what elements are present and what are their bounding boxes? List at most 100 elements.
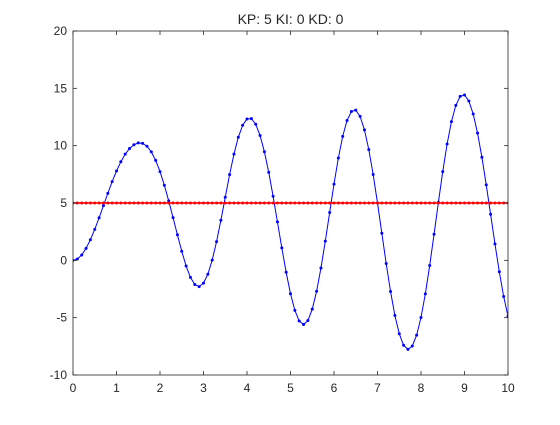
series-1-point xyxy=(354,108,358,112)
series-1-point xyxy=(110,180,114,184)
series-1-point xyxy=(497,270,501,274)
series-1-point xyxy=(258,133,262,137)
series-1-point xyxy=(463,93,466,97)
series-1-point xyxy=(80,253,84,257)
series-2-point xyxy=(315,201,319,205)
series-2-point xyxy=(410,201,414,205)
series-1-point xyxy=(428,263,432,267)
series-2-point xyxy=(415,201,419,205)
series-2-point xyxy=(323,201,327,205)
series-1-point xyxy=(262,150,266,154)
x-tick-label: 3 xyxy=(200,381,207,395)
series-2-point xyxy=(249,201,253,205)
series-1-point xyxy=(149,150,153,154)
series-1-point xyxy=(162,183,166,187)
series-2-point xyxy=(154,201,158,205)
series-1-point xyxy=(115,169,118,173)
series-2-point xyxy=(219,201,223,205)
series-1-point xyxy=(193,283,197,287)
series-1-point xyxy=(458,94,462,98)
series-2-point xyxy=(384,201,388,205)
series-1-point xyxy=(171,216,175,220)
series-2-point xyxy=(206,201,210,205)
series-2-point xyxy=(175,201,179,205)
series-2-point xyxy=(367,201,371,205)
y-tick-label: -10 xyxy=(50,368,68,382)
series-1-point xyxy=(454,103,458,107)
series-2-point xyxy=(275,201,279,205)
series-1-point xyxy=(180,249,184,253)
series-2-point xyxy=(101,201,105,205)
series-2-point xyxy=(202,201,205,205)
series-1-point xyxy=(93,227,97,231)
series-2-point xyxy=(254,201,258,205)
series-1-point xyxy=(358,114,362,118)
series-2-point xyxy=(319,201,323,205)
x-tick-label: 10 xyxy=(501,381,515,395)
series-2-point xyxy=(88,201,92,205)
series-2-point xyxy=(336,201,340,205)
series-1-point xyxy=(419,315,423,319)
series-1-point xyxy=(275,220,279,224)
series-1-point xyxy=(271,194,275,198)
y-tick-label: 20 xyxy=(54,24,68,38)
series-2-point xyxy=(406,201,410,205)
series-1-point xyxy=(362,128,366,132)
y-tick-label: 10 xyxy=(54,139,68,153)
series-2-point xyxy=(271,201,275,205)
y-tick-label: 0 xyxy=(60,253,67,267)
series-2-point xyxy=(184,201,188,205)
series-1-point xyxy=(280,246,284,250)
series-1-point xyxy=(184,264,188,268)
series-1-point xyxy=(145,144,149,148)
series-2-point xyxy=(362,201,366,205)
series-1-point xyxy=(75,257,79,261)
series-1-point xyxy=(502,294,506,298)
series-1-point xyxy=(423,292,427,296)
series-2-point xyxy=(297,201,301,205)
series-2-point xyxy=(454,201,458,205)
chart-title: KP: 5 KI: 0 KD: 0 xyxy=(238,11,344,27)
series-1-point xyxy=(141,141,145,145)
series-2-point xyxy=(376,201,379,205)
series-2-point xyxy=(349,201,353,205)
x-tick-label: 9 xyxy=(461,381,468,395)
series-1-point xyxy=(132,143,136,147)
plot-area xyxy=(73,31,508,375)
series-1-point xyxy=(306,319,310,323)
x-tick-label: 6 xyxy=(331,381,338,395)
series-1-point xyxy=(489,212,493,216)
series-2-point xyxy=(97,201,101,205)
series-1-point xyxy=(389,290,393,294)
series-2-point xyxy=(341,201,345,205)
series-2-point xyxy=(480,201,484,205)
series-2-point xyxy=(167,201,171,205)
series-2-point xyxy=(145,201,149,205)
series-1-point xyxy=(206,272,210,276)
series-1-point xyxy=(336,156,340,160)
series-1-point xyxy=(284,270,288,274)
series-1-point xyxy=(84,246,88,250)
series-1-point xyxy=(449,120,453,124)
series-1-point xyxy=(215,240,219,244)
series-1-point xyxy=(297,319,301,323)
series-2-point xyxy=(389,201,393,205)
series-2-point xyxy=(493,201,497,205)
series-1-point xyxy=(249,117,253,121)
series-2-point xyxy=(445,201,449,205)
series-1-point xyxy=(484,183,488,187)
series-1-point xyxy=(245,117,249,121)
series-1-point xyxy=(415,333,419,337)
series-1-point xyxy=(154,158,158,162)
series-1-point xyxy=(402,343,406,347)
series-2-point xyxy=(432,201,436,205)
series-1-point xyxy=(310,307,314,311)
series-1-point xyxy=(397,332,401,336)
series-2-point xyxy=(245,201,249,205)
series-2-point xyxy=(128,201,132,205)
y-tick-label: -5 xyxy=(56,311,67,325)
series-1-point xyxy=(406,347,410,351)
series-2-point xyxy=(123,201,127,205)
